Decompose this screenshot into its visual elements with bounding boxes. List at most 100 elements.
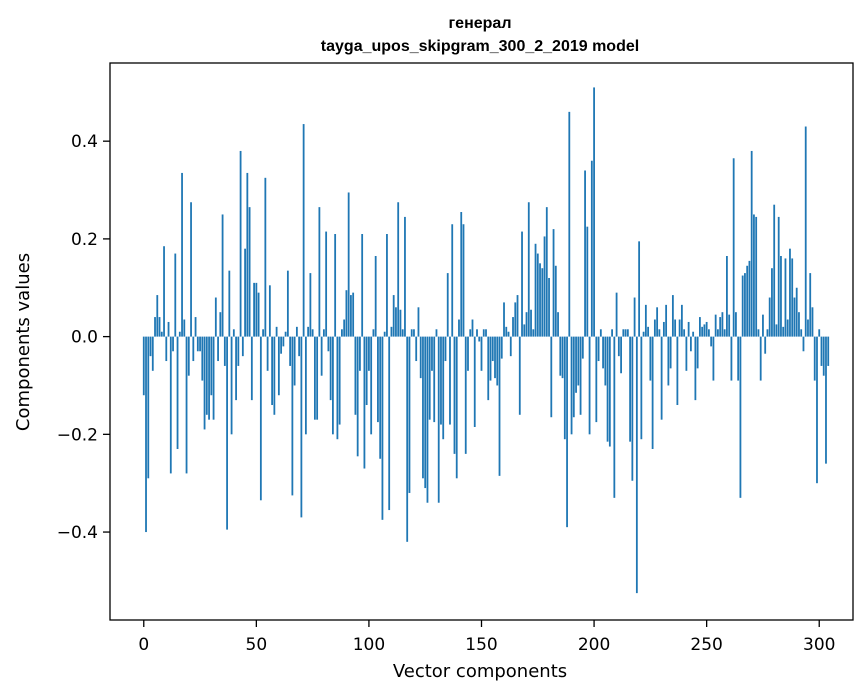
- bar: [689, 336, 692, 352]
- y-tick-label: 0.4: [71, 132, 98, 152]
- bar: [629, 336, 631, 442]
- bar: [712, 336, 715, 381]
- bar: [440, 336, 442, 425]
- bar: [428, 336, 431, 420]
- bar: [658, 329, 661, 337]
- bar: [595, 336, 598, 423]
- bar: [158, 317, 161, 337]
- bar: [775, 324, 778, 337]
- bar: [426, 336, 429, 503]
- bar: [737, 336, 740, 381]
- bar: [764, 336, 767, 354]
- bar: [624, 329, 627, 337]
- bar: [282, 336, 285, 347]
- bar: [786, 319, 789, 337]
- bar: [347, 192, 350, 337]
- bar: [809, 273, 812, 337]
- bar: [244, 248, 246, 337]
- bar: [455, 336, 458, 479]
- bar: [498, 336, 501, 476]
- bar: [228, 270, 231, 337]
- bar: [665, 304, 668, 337]
- bar: [397, 202, 400, 337]
- bar: [334, 234, 337, 337]
- bar: [404, 216, 406, 337]
- bar: [825, 336, 827, 464]
- bar: [359, 336, 361, 371]
- bar: [205, 336, 208, 415]
- bar: [451, 224, 454, 337]
- bar: [534, 243, 537, 337]
- bar: [300, 336, 303, 518]
- bar: [372, 329, 375, 337]
- bar: [424, 336, 427, 489]
- bar: [523, 324, 526, 337]
- bar: [435, 329, 438, 337]
- bar: [286, 270, 289, 337]
- bar: [735, 312, 737, 337]
- bar: [471, 319, 474, 337]
- bar: [327, 336, 330, 352]
- bar: [795, 287, 798, 337]
- bar: [169, 336, 172, 474]
- bars-group: [142, 87, 830, 594]
- bar: [561, 336, 564, 379]
- bar: [696, 336, 699, 369]
- bar: [266, 336, 269, 371]
- bar: [530, 309, 532, 337]
- bar: [804, 126, 807, 337]
- bar: [633, 297, 636, 337]
- bar: [793, 297, 796, 337]
- bar: [401, 329, 404, 337]
- bar: [142, 336, 145, 396]
- bar: [559, 336, 562, 376]
- bar: [710, 336, 713, 347]
- bar: [354, 336, 357, 415]
- bar: [311, 329, 314, 337]
- bar: [575, 336, 577, 393]
- bar: [386, 234, 388, 337]
- bar: [469, 329, 472, 337]
- bar: [568, 111, 571, 337]
- bar: [253, 282, 255, 337]
- bar: [503, 302, 505, 337]
- bar: [199, 336, 201, 352]
- bar: [390, 326, 393, 337]
- bar: [190, 202, 192, 337]
- bar: [640, 336, 643, 440]
- bar: [478, 336, 481, 342]
- bar: [744, 273, 746, 337]
- bar: [476, 329, 478, 337]
- bar: [613, 336, 616, 498]
- bar: [518, 336, 521, 415]
- bar: [415, 336, 418, 362]
- bar: [183, 319, 186, 337]
- bar: [662, 321, 665, 337]
- bar: [494, 336, 496, 379]
- bar: [246, 172, 249, 337]
- bar: [210, 336, 213, 396]
- bar: [223, 336, 226, 366]
- bar: [487, 336, 490, 401]
- bar: [539, 263, 541, 337]
- bar: [192, 336, 195, 362]
- bar: [626, 329, 629, 337]
- bar: [521, 231, 523, 337]
- bar: [370, 336, 373, 435]
- bar: [653, 319, 656, 337]
- bar: [554, 265, 557, 337]
- bar: [395, 307, 397, 337]
- bar: [721, 312, 724, 337]
- bar: [239, 150, 242, 337]
- bar: [773, 204, 776, 337]
- bar: [462, 224, 465, 337]
- bar: [413, 329, 415, 337]
- bar: [532, 329, 535, 337]
- x-tick-label: 50: [246, 635, 268, 655]
- bar: [377, 336, 379, 423]
- y-tick-label: −0.2: [57, 425, 98, 445]
- bar: [332, 336, 334, 435]
- bar: [723, 329, 726, 337]
- plot-frame: [109, 62, 854, 621]
- bar: [417, 307, 420, 337]
